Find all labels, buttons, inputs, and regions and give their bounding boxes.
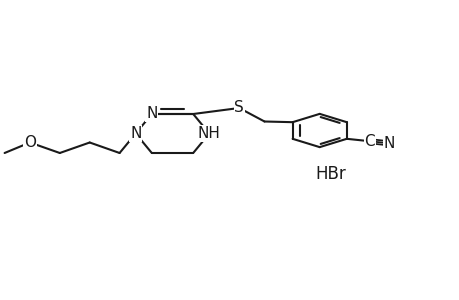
Text: N: N [130, 126, 141, 141]
Text: NH: NH [197, 126, 220, 141]
Text: C: C [364, 134, 374, 149]
Text: HBr: HBr [315, 165, 346, 183]
Text: S: S [234, 100, 244, 116]
Text: O: O [24, 135, 36, 150]
Text: N: N [146, 106, 157, 122]
Text: N: N [383, 136, 394, 151]
